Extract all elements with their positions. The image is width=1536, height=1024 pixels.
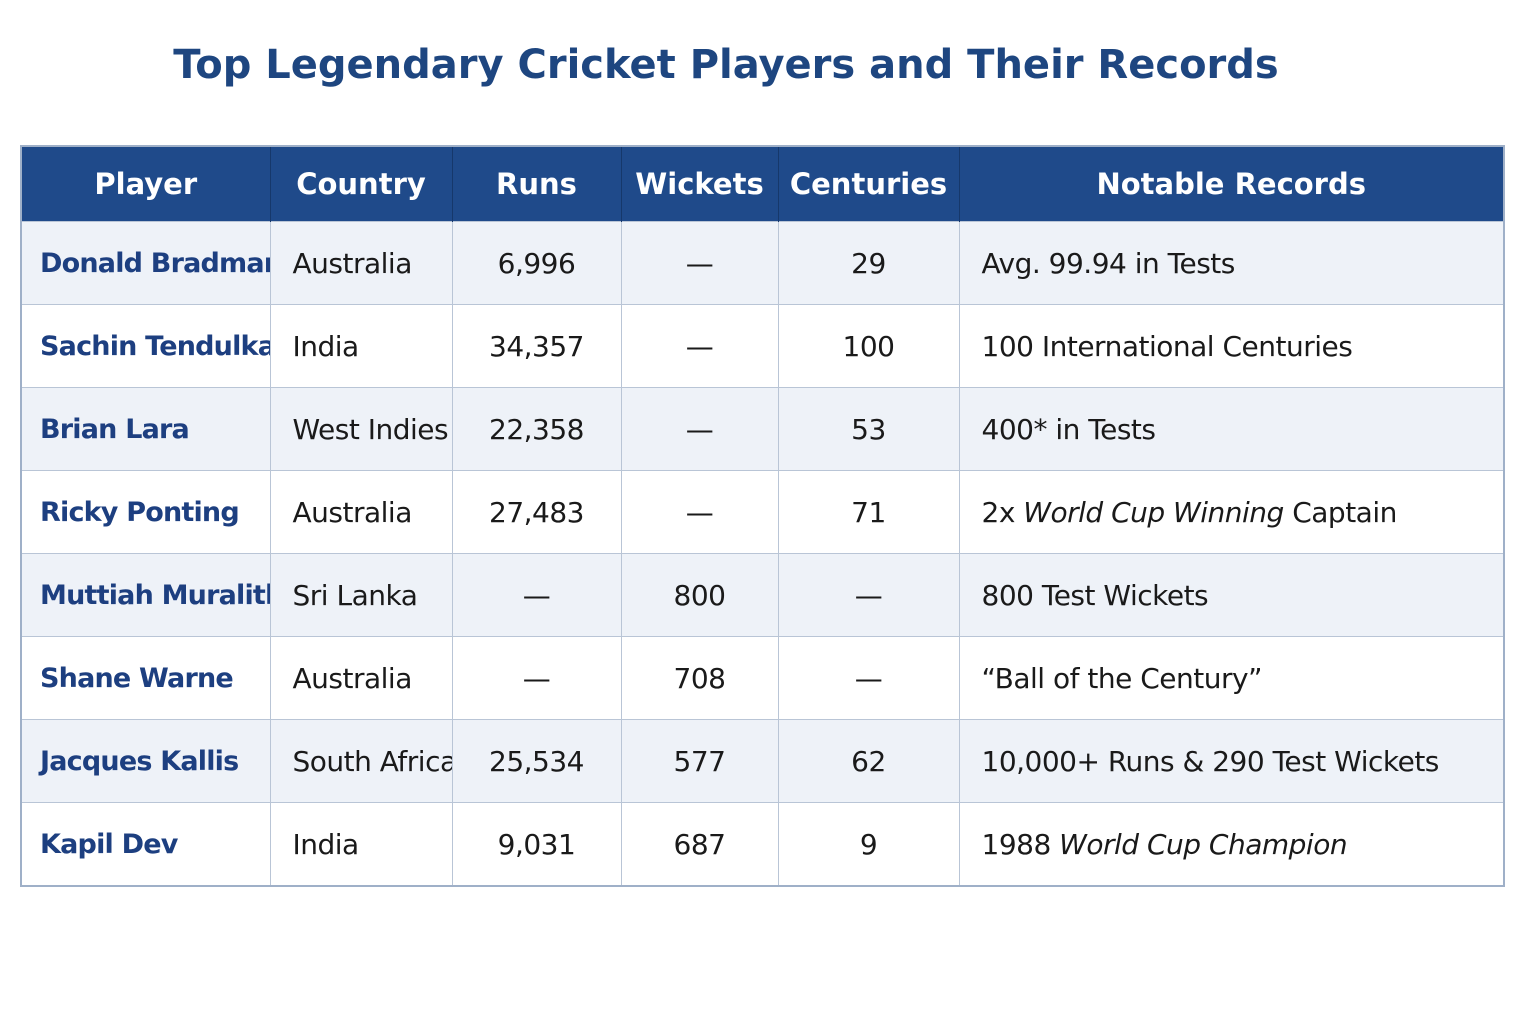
centuries: 53 [777,387,960,471]
table-row: Muttiah MuralithaanSri Lanka—800—800 Tes… [20,553,1505,637]
notable-record: “Ball of the Century” [958,636,1505,720]
runs: — [451,636,622,720]
column-header: Wickets [621,146,779,222]
centuries: 71 [777,470,960,554]
country: India [269,304,453,388]
centuries: — [777,553,960,637]
page-title: Top Legendary Cricket Players and Their … [173,42,1279,88]
country: West Indies [269,387,453,471]
player-name: Sachin Tendulkar [20,304,271,388]
centuries: — [777,636,960,720]
runs: 25,534 [451,719,622,803]
country: Australia [269,470,453,554]
centuries: 62 [777,719,960,803]
country: India [269,802,453,887]
wickets: 708 [620,636,779,720]
player-name: Brian Lara [20,387,271,471]
country: Australia [269,221,453,305]
runs: 9,031 [451,802,622,887]
table-row: Ricky Ponting Australia 27,483—71 2x World … [20,470,1505,554]
player-name: Kapil Dev [20,802,271,887]
table-row: Sachin Tendulkar India 34,357—100 100 Inter… [20,304,1505,388]
country: South Africa [269,719,453,803]
table-row: Shane Warne Australia —708— “Ball of the Ce… [20,636,1505,720]
record-text: World Cup Winning [1023,495,1284,529]
table-row: Donald Bradman Australia 6,996—29 Avg. 99.9… [20,221,1505,305]
record-text: 1988 [981,827,1060,861]
player-name: Shane Warne [20,636,271,720]
records-table: Player Country Runs Wickets Centuries Notable… [20,145,1505,887]
record-text: World Cup Champion [1059,827,1348,861]
wickets: 687 [620,802,779,887]
notable-record: 2x World Cup Winning Captain [958,470,1505,554]
player-name: Jacques Kallis [20,719,271,803]
record-text: Avg. 99.94 in Tests [981,246,1236,280]
wickets: — [620,221,779,305]
player-name: Donald Bradman [20,221,271,305]
notable-record: 400* in Tests [958,387,1505,471]
record-text: 2x [981,495,1024,529]
column-header: Notable Records [959,146,1505,222]
runs: 34,357 [451,304,622,388]
table-body: Donald Bradman Australia 6,996—29 Avg. 99.9… [20,221,1505,887]
centuries: 29 [777,221,960,305]
runs: 22,358 [451,387,622,471]
country: Sri Lanka [269,553,453,637]
table-row: Kapil Dev India 9,031 687 9 1988 World Cup Ch… [20,802,1505,887]
record-text: 800 Test Wickets [981,578,1209,612]
header-row: Player Country Runs Wickets Centuries Notable… [21,146,1505,222]
record-text: “Ball of the Century” [981,661,1263,695]
centuries: 100 [777,304,960,388]
notable-record: Avg. 99.94 in Tests [958,221,1505,305]
record-text: 100 International Centuries [981,329,1353,363]
record-text: Captain [1283,495,1397,529]
wickets: — [620,387,779,471]
country: Australia [269,636,453,720]
wickets: — [620,470,779,554]
column-header: Player [21,146,271,222]
player-name: Muttiah Muralithaan [20,553,271,637]
wickets: 800 [620,553,779,637]
runs: — [451,553,622,637]
runs: 27,483 [451,470,622,554]
notable-record: 10,000+ Runs & 290 Test Wickets [958,719,1505,803]
wickets: 577 [620,719,779,803]
notable-record: 100 International Centuries [958,304,1505,388]
table-row: Jacques Kallis South Africa 25,534 577 62 10,… [20,719,1505,803]
runs: 6,996 [451,221,622,305]
column-header: Country [270,146,453,222]
notable-record: 800 Test Wickets [958,553,1505,637]
column-header: Runs [452,146,622,222]
notable-record: 1988 World Cup Champion [958,802,1505,887]
player-name: Ricky Ponting [20,470,271,554]
record-text: 10,000+ Runs & 290 Test Wickets [981,744,1440,778]
wickets: — [620,304,779,388]
column-header: Centuries [778,146,960,222]
record-text: 400* in Tests [981,412,1157,446]
table-row: Brian Lara West Indies 22,358—53 400* in Te… [20,387,1505,471]
centuries: 9 [777,802,960,887]
